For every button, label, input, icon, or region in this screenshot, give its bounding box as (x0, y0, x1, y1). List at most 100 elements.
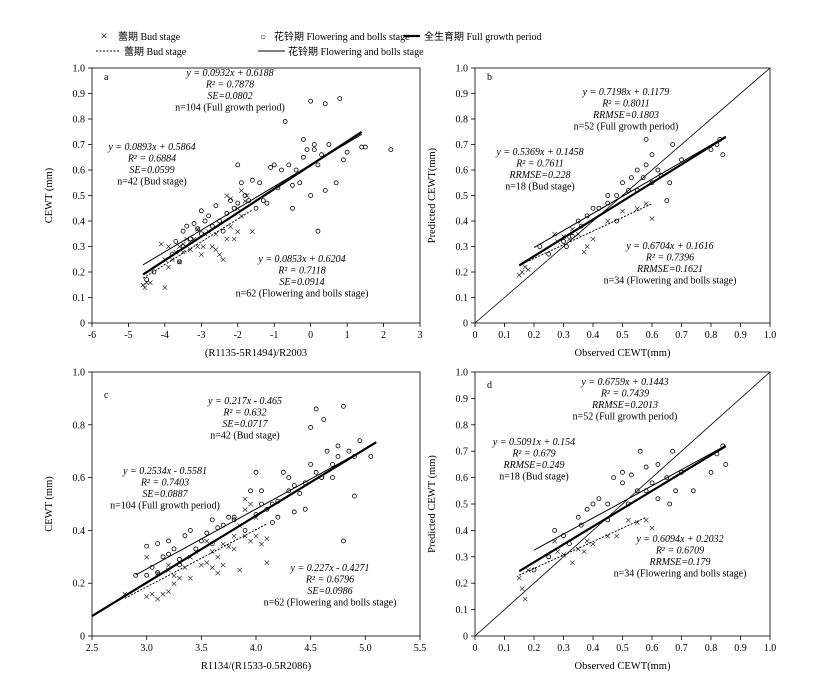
legend-full-label: 全生育期 Full growth period (424, 30, 542, 43)
annotation-line: n=104 (Full growth period) (175, 103, 285, 114)
bud-point: × (551, 534, 558, 548)
flowering-point (166, 551, 171, 557)
bud-point: × (141, 281, 148, 295)
x-tick-label: -5 (124, 330, 132, 341)
y-tick-label: 0.2 (73, 579, 86, 590)
bud-point: × (242, 529, 249, 543)
annotation-line: R² = 0.8011 (601, 99, 650, 110)
flowering-point (634, 488, 640, 494)
flowering-point (187, 528, 193, 533)
y-tick-label: 0.7 (456, 140, 469, 151)
bud-point: × (171, 568, 178, 582)
bud-point: × (231, 232, 238, 246)
legend-flower-marker: ○ (260, 32, 266, 43)
legend-flower-label: 花铃期 Flowering and bolls stage (274, 30, 410, 43)
bud-point: × (522, 592, 529, 606)
y-tick-label: 0.6 (73, 166, 86, 177)
bud-point: × (209, 561, 216, 575)
bud-point: × (238, 209, 245, 223)
panel-b: b 0 0.1 0.2 0.3 0.4 0.5 0.6 0.7 0.8 0.9 1.0 0 0.1 0.2 0… (427, 64, 776, 360)
flowering-point (590, 501, 596, 507)
flowering-point (664, 198, 670, 204)
bud-point: × (213, 242, 220, 256)
x-tick-label: 5.5 (414, 643, 427, 654)
bud-point: × (569, 222, 576, 236)
flowering-point (297, 180, 303, 186)
bud-point: × (160, 587, 167, 601)
y-tick-label: 0 (463, 319, 468, 330)
annotation-line: n=104 (Full growth period) (110, 501, 220, 512)
annotation-line: SE=0.0887 (142, 489, 188, 500)
bud-point: × (242, 194, 249, 208)
bud-point: × (566, 232, 573, 246)
legend-bud-label: 蕾期 Bud stage (118, 30, 181, 43)
bud-point: × (575, 227, 582, 241)
x-tick-label: 0.9 (734, 330, 747, 341)
annotation-line: y = 0.217x - 0.465 (207, 396, 282, 407)
bud-point: × (231, 542, 238, 556)
flowering-point (637, 448, 643, 454)
flowering-point (531, 567, 537, 573)
flowering-point (144, 572, 150, 578)
flowering-point (628, 472, 634, 478)
bud-point: × (551, 227, 558, 241)
x-tick-label: 4.5 (304, 643, 317, 654)
x-tick-label: 0 (473, 330, 478, 341)
bud-point: × (516, 571, 523, 585)
fit-line (142, 133, 362, 266)
annotation-line: R² = 0.679 (511, 449, 555, 460)
annotation-line: n=18 (Bud stage) (499, 472, 569, 483)
annotation-line: y = 0.6704x + 0.1616 (625, 241, 713, 252)
y-tick-label: 0.5 (456, 191, 469, 202)
x-tick-label: -2 (234, 330, 242, 341)
flowering-point (337, 96, 343, 101)
y-tick-label: 0.4 (73, 217, 86, 228)
bud-point: × (560, 547, 567, 561)
flowering-point (720, 152, 726, 158)
flowering-point (228, 198, 233, 204)
y-tick-label: 0.1 (456, 293, 469, 304)
flowering-point (279, 167, 284, 173)
flowering-point (605, 193, 611, 198)
bud-point: × (649, 521, 656, 535)
panel-letter: a (104, 72, 109, 83)
flowering-point (297, 491, 303, 496)
bud-point: × (522, 260, 529, 274)
bud-point: × (198, 247, 205, 261)
flowering-point (308, 425, 314, 430)
y-tick-label: 0.8 (456, 420, 469, 431)
flowering-point (664, 475, 670, 481)
flowering-point (584, 506, 590, 512)
flowering-point (590, 205, 596, 211)
flowering-point (313, 469, 319, 475)
x-tick-label: 0.4 (587, 330, 600, 341)
x-tick-label: 0.9 (734, 643, 747, 654)
flowering-point (242, 193, 248, 198)
y-axis-label: Predicted CEWT(mm) (427, 147, 438, 243)
y-tick-label: 1.0 (456, 368, 469, 379)
flowering-point (268, 165, 273, 170)
regression-annotation: y = 0.5369x + 0.1458 R² = 0.7611 RRMSE=0.2… (495, 147, 583, 193)
annotation-line: y = 0.0893x + 0.5864 (107, 142, 195, 153)
flowering-point (723, 461, 729, 467)
y-tick-label: 0.3 (73, 242, 86, 253)
panel-letter: c (104, 390, 109, 401)
bud-point: × (519, 265, 526, 279)
annotation-line: SE=0.0599 (129, 165, 174, 176)
flowering-point (322, 187, 328, 193)
bud-point: × (554, 545, 561, 559)
annotation-line: y = 0.5091x + 0.154 (492, 437, 575, 448)
bud-point: × (213, 227, 220, 241)
panel-c: c 2.5 3.0 3.5 4.0 4.5 5.0 5.5 0 0.2 0.4 0.6 0.8 1.0 R1… (44, 368, 426, 673)
flowering-point (204, 530, 210, 536)
panel-letter: b (487, 72, 492, 83)
flowering-point (253, 469, 259, 475)
x-axis-label: Observed CEWT(mm) (575, 661, 671, 672)
bud-point: × (227, 219, 234, 233)
flowering-point (282, 119, 288, 124)
annotation-line: n=34 (Flowering and bolls stage) (604, 276, 737, 287)
bud-point: × (231, 529, 238, 543)
flowering-point (302, 506, 308, 512)
regression-annotation: y = 0.6759x + 0.1443 R² = 0.7439 RRMSE=0.2… (573, 377, 678, 423)
bud-point: × (220, 537, 227, 551)
